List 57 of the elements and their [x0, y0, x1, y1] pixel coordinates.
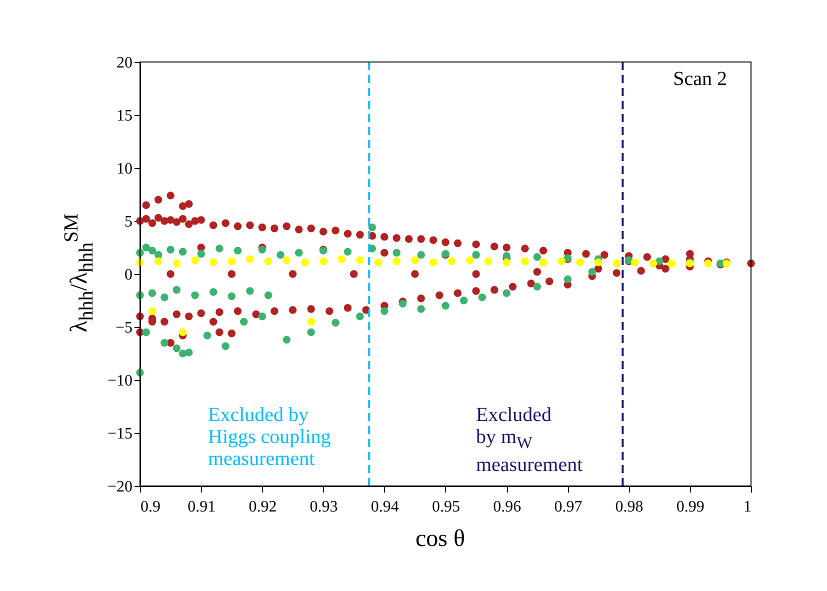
point — [558, 257, 566, 266]
point — [338, 255, 346, 264]
y-tick-label: 15 — [116, 108, 132, 124]
x-tick-label: 0.93 — [310, 498, 338, 516]
annotation: Excluded by Higgs coupling measurement — [208, 404, 331, 470]
point — [704, 260, 712, 268]
x-tick-label: 0.96 — [493, 498, 522, 516]
point — [148, 307, 156, 315]
point — [594, 258, 602, 266]
point — [612, 260, 620, 268]
x-tick-label: 1 — [744, 498, 752, 516]
point — [178, 328, 187, 336]
point — [209, 258, 218, 266]
x-tick-label: 0.92 — [248, 498, 277, 516]
point — [631, 258, 639, 266]
point — [319, 257, 328, 266]
point — [154, 257, 162, 266]
x-tick-label: 0.99 — [676, 498, 704, 516]
point — [356, 256, 364, 264]
y-tick-label: 5 — [124, 214, 132, 230]
y-tick-label: −15 — [107, 426, 132, 442]
y-tick-label: −5 — [115, 320, 132, 336]
point — [448, 257, 456, 266]
point — [191, 256, 199, 264]
point — [172, 260, 181, 268]
y-tick-label: 10 — [116, 160, 132, 178]
point — [576, 258, 584, 266]
point — [502, 258, 510, 266]
point — [246, 255, 254, 264]
annotation: Scan 2 — [673, 68, 727, 90]
y-tick-label: −10 — [107, 372, 132, 390]
point — [228, 257, 236, 266]
point — [521, 257, 529, 266]
x-tick-label: 0.94 — [370, 498, 399, 516]
point — [374, 258, 382, 266]
y-tick-label: 0 — [124, 266, 132, 284]
point — [392, 257, 400, 266]
point — [429, 258, 438, 266]
x-axis-title: cos θ — [416, 526, 465, 552]
x-tick-label: 0.9 — [140, 498, 160, 516]
point — [411, 256, 419, 264]
point — [466, 256, 474, 264]
x-tick-label: 0.91 — [188, 498, 216, 516]
point — [649, 260, 658, 268]
y-tick-label: 20 — [116, 54, 132, 72]
point — [307, 318, 315, 326]
x-tick-label: 0.98 — [615, 498, 644, 516]
y-tick-label: −20 — [107, 478, 132, 496]
point — [668, 260, 676, 268]
point — [539, 258, 548, 266]
point — [484, 257, 492, 266]
annotation: Excluded by m$_{W}$ measurement — [476, 404, 583, 476]
point — [301, 258, 309, 266]
point — [282, 256, 291, 264]
x-tick-label: 0.97 — [554, 498, 582, 516]
point — [264, 257, 272, 266]
x-tick-label: 0.95 — [432, 498, 460, 516]
